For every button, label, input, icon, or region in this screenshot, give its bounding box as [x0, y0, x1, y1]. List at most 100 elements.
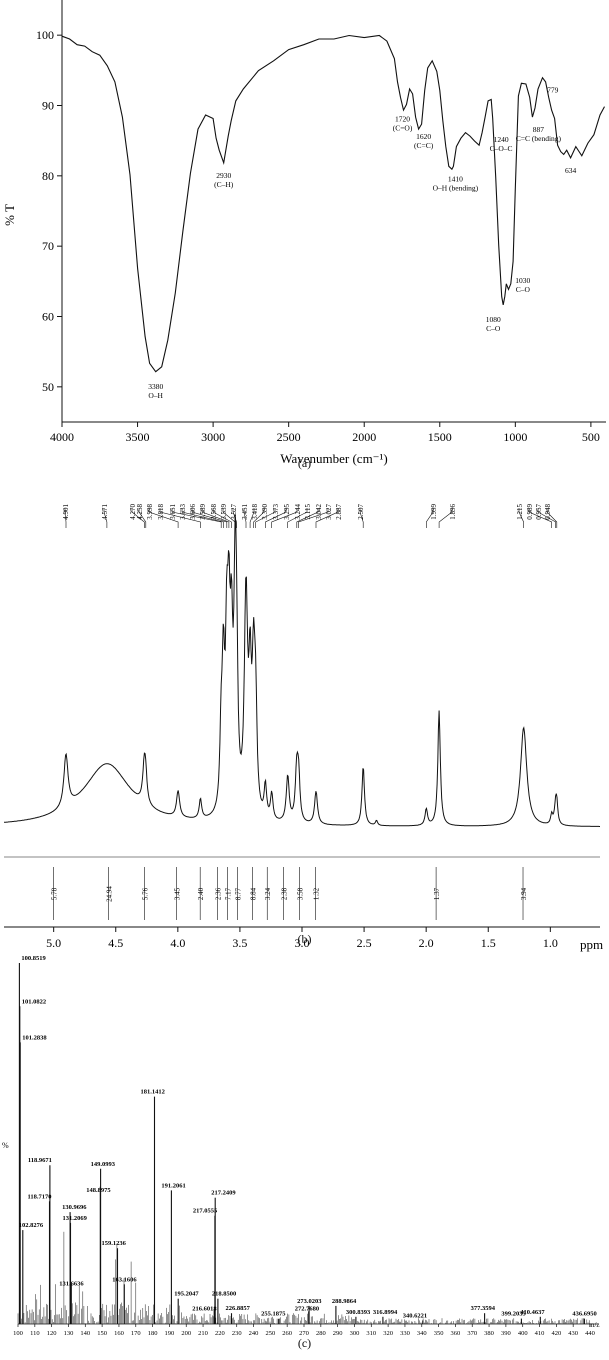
ms-peak: 163.1606: [112, 1276, 137, 1324]
nmr-spectrum-panel: 4.901 4.571 4.270 4.258 3.998 3.818 3.651 3.633…: [0, 482, 609, 952]
nmr-integral-value: 3.45: [174, 887, 182, 900]
ir-y-tick-label: 60: [42, 310, 54, 324]
ir-y-tick-label: 80: [42, 169, 54, 183]
nmr-peak-label-text: 4.258: [136, 504, 144, 520]
ir-annotation-text: (C–H): [214, 180, 234, 189]
nmr-peak-label: 3.568: [210, 504, 232, 528]
nmr-peak-label-text: 1.999: [430, 504, 438, 520]
nmr-integral: 3.45: [174, 867, 182, 920]
ir-annotation-text: 3380: [148, 382, 163, 391]
nmr-integral: 2.38: [280, 867, 288, 920]
ms-peak-label: 217.0555: [193, 1208, 218, 1215]
nmr-integral: 5.78: [51, 867, 59, 920]
ms-peak: 255.1875: [261, 1311, 286, 1324]
ir-y-axis-label: % T: [2, 204, 17, 226]
ms-peak-label: 118.9671: [28, 1157, 52, 1164]
mass-spectrum-chart: % 100.8519 101.0822 101.2838 102.8276 118.71…: [2, 955, 600, 1337]
nmr-integral-value: 3.58: [297, 887, 305, 900]
ms-x-tick-label: 430: [568, 1330, 578, 1337]
nmr-label-leader: [296, 508, 319, 528]
nmr-x-tick-label: 4.0: [170, 936, 185, 950]
ms-peak-label: 273.0203: [297, 1298, 322, 1305]
nmr-integral: 2.36: [215, 867, 223, 920]
nmr-x-tick-label: 4.5: [108, 936, 123, 950]
ms-x-tick-label: 120: [47, 1330, 57, 1337]
ir-x-tick-label: 3500: [126, 430, 150, 444]
ir-annotation-text: 1030: [515, 276, 530, 285]
nmr-peak-label: 2.507: [357, 504, 365, 528]
nmr-peak-label: 3.244: [271, 504, 302, 528]
nmr-peak-label: 4.270: [129, 504, 145, 528]
ms-peak: 181.1412: [141, 1089, 165, 1324]
nmr-integral-value: 8.84: [249, 887, 257, 900]
nmr-peak-label-text: 3.633: [179, 504, 187, 520]
ms-peak-label: 300.8393: [346, 1309, 371, 1316]
nmr-peak-label-text: 4.571: [101, 504, 109, 520]
nmr-integral: 3.58: [297, 867, 305, 920]
nmr-label-leader: [131, 508, 145, 528]
ir-annotation-text: 1240: [494, 135, 509, 144]
ir-x-axis-label: Wavenumber (cm⁻¹): [280, 451, 388, 466]
nmr-integral: 2.40: [197, 867, 205, 920]
ms-peak: 216.6018: [192, 1306, 217, 1324]
nmr-label-leader: [255, 508, 276, 528]
ir-annotation-text: C=C (bending): [516, 134, 562, 143]
ms-x-tick-label: 440: [585, 1330, 595, 1337]
ir-annotation-text: 887: [533, 125, 545, 134]
ms-peak: 118.9671: [28, 1157, 52, 1324]
nmr-integral-value: 1.32: [313, 887, 321, 900]
ms-peak-label: 149.0993: [91, 1161, 116, 1168]
ms-x-tick-label: 170: [131, 1330, 141, 1337]
ir-y-tick-label: 90: [42, 99, 54, 113]
ms-peak-label: 118.7170: [28, 1193, 52, 1200]
ms-peak: 148.8975: [86, 1186, 111, 1324]
ms-x-tick-label: 320: [383, 1330, 393, 1337]
nmr-peak-label: 4.901: [62, 504, 70, 528]
nmr-label-leader: [265, 508, 287, 528]
ir-x-tick-label: 500: [582, 430, 600, 444]
nmr-label-leader: [287, 508, 308, 528]
ms-peak-label: 131.2069: [63, 1215, 88, 1222]
caption-b: (b): [297, 932, 312, 946]
ms-x-tick-label: 250: [265, 1330, 275, 1337]
nmr-integral-value: 8.77: [234, 887, 242, 900]
ms-peak-label: 102.8276: [19, 1222, 44, 1229]
ms-peak: 149.0993: [91, 1161, 116, 1324]
nmr-label-leader: [159, 508, 201, 528]
nmr-peak-label-text: 3.527: [230, 504, 238, 520]
ir-annotation-text: C–O: [516, 285, 531, 294]
ms-peak-label: 159.1236: [102, 1240, 127, 1247]
nmr-label-leader: [103, 508, 108, 528]
ms-peak-label: 399.2035: [501, 1311, 526, 1318]
ir-annotation-text: 779: [547, 85, 559, 94]
ms-x-tick-label: 200: [181, 1330, 191, 1337]
ms-peak: 130.9696: [62, 1204, 87, 1324]
nmr-peak-label-text: 3.295: [283, 504, 291, 520]
nmr-peak-label-text: 3.373: [272, 504, 280, 520]
nmr-peak-label-text: 3.589: [199, 504, 207, 520]
ms-x-tick-label: 130: [64, 1330, 74, 1337]
nmr-peak-label-text: 1.896: [449, 504, 457, 520]
mass-spectrum-panel: % 100.8519 101.0822 101.2838 102.8276 118.71…: [0, 955, 609, 1355]
nmr-integral-value: 2.40: [197, 887, 205, 900]
nmr-label-leader: [171, 508, 222, 528]
nmr-peak-label-text: 0.957: [535, 504, 543, 520]
ms-peak-label: 130.9696: [62, 1204, 87, 1211]
ir-annotation-text: 634: [565, 166, 577, 175]
caption-c: (c): [297, 1336, 312, 1350]
nmr-integral: 7.17: [225, 867, 233, 920]
ir-annotation-text: O–H (bending): [433, 183, 479, 192]
nmr-integral-value: 3.24: [264, 887, 272, 900]
ir-y-tick-label: 70: [42, 239, 54, 253]
nmr-peak-label: 4.258: [136, 504, 147, 528]
nmr-integral-value: 7.17: [225, 887, 233, 900]
nmr-label-leader: [138, 508, 147, 528]
ms-peak-label: 181.1412: [141, 1089, 165, 1096]
ms-peak: 436.6950: [572, 1311, 597, 1324]
ms-x-tick-label: 340: [417, 1330, 427, 1337]
ir-y-tick-label: 100: [36, 28, 54, 42]
nmr-peak-label: 3.295: [265, 504, 291, 528]
ms-x-tick-label: 380: [484, 1330, 494, 1337]
